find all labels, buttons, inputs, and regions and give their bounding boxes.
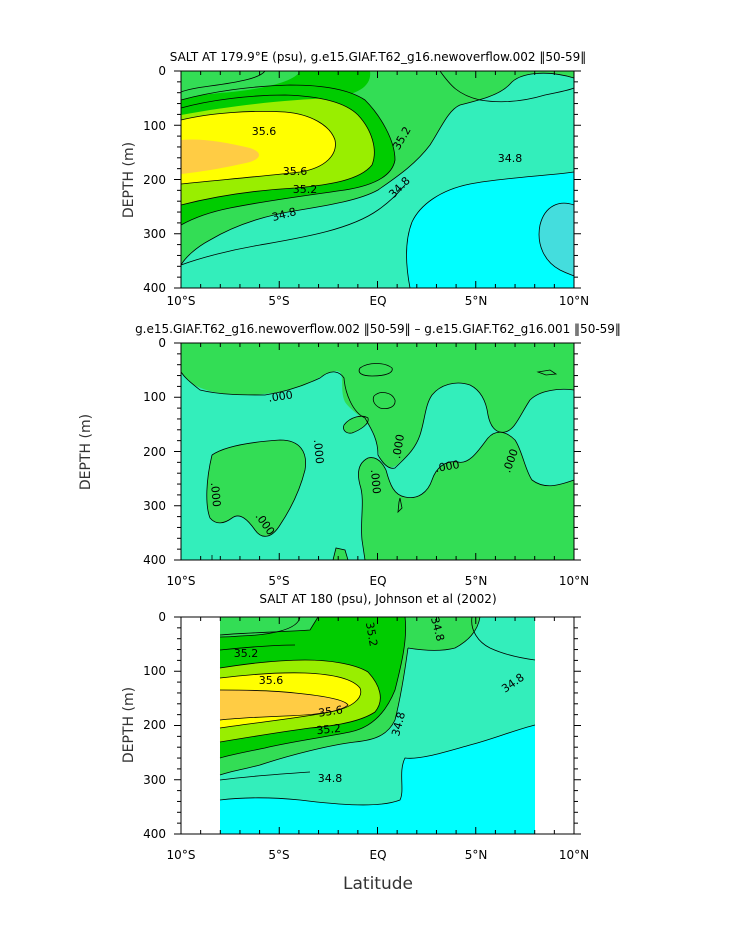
p2-label-000: .000: [311, 439, 326, 465]
p2-positive-left-blob: [206, 440, 306, 537]
p2-positive-small-1: [359, 363, 393, 376]
p2-ytick-label: 400: [143, 553, 166, 567]
p3-label-35.2-c: 35.2: [363, 621, 380, 647]
p2-label-000: .000: [208, 482, 223, 508]
p3-ytick-label: 300: [143, 773, 166, 787]
p1-label-35.6-a: 35.6: [252, 125, 277, 138]
p3-top-band: [220, 617, 300, 637]
p2-label-000: .000: [368, 469, 383, 495]
p1-ytick-label: 400: [143, 281, 166, 295]
p3-xtick-label: 5°S: [268, 848, 289, 862]
p1-label-34.8-a: 34.8: [498, 152, 523, 165]
p1-label-34.8-c: 34.8: [271, 205, 298, 224]
panel-1-contour-labels: 35.6 35.6 35.2 35.2 34.8 34.8 34.8: [252, 124, 523, 224]
panel-1-contour-lines: [180, 70, 575, 289]
panel-3-ylabel: DEPTH (m): [121, 687, 137, 763]
p1-xtick-label: 5°N: [465, 294, 488, 308]
p2-ytick-label: 300: [143, 499, 166, 513]
p2-xtick-label: 10°N: [559, 574, 589, 588]
panel-2-salinity-difference: g.e15.GIAF.T62_g16.newoverflow.002 ‖50-5…: [78, 322, 621, 588]
p2-positive-bottom: [358, 432, 574, 560]
p3-label-35.2-a: 35.2: [234, 647, 259, 660]
panel-3-fill: [220, 617, 535, 834]
p2-xtick-label: 5°N: [465, 574, 488, 588]
panel-3-salinity-observed: SALT AT 180 (psu), Johnson et al (2002): [121, 592, 589, 862]
panel-1-axes: 10°S 5°S EQ 5°N 10°N 0 100 200 300 400: [143, 64, 589, 308]
p3-band-36.8-high: [220, 690, 348, 720]
panel-2-axes: 10°S 5°S EQ 5°N 10°N 0 100 200 300 400: [143, 336, 589, 588]
panel-2-ylabel: DEPTH (m): [78, 414, 94, 490]
p3-label-34.8-a: 34.8: [428, 616, 447, 643]
p1-ytick-label: 100: [143, 119, 166, 133]
p1-deep-blob: [539, 203, 574, 276]
p1-xtick-label: EQ: [369, 294, 386, 308]
p3-ytick-label: 0: [158, 610, 166, 624]
panel-1-salinity-model: SALT AT 179.9°E (psu), g.e15.GIAF.T62_g1…: [121, 50, 589, 308]
p1-ytick-label: 300: [143, 227, 166, 241]
panel-3-contour-labels: 35.2 35.6 35.6 35.2 35.2 34.8 34.8 34.8 …: [234, 616, 527, 785]
p2-xtick-label: EQ: [369, 574, 386, 588]
p3-ytick-label: 100: [143, 664, 166, 678]
p3-label-35.2-b: 35.2: [316, 722, 342, 737]
p3-xtick-label: EQ: [369, 848, 386, 862]
p3-label-34.8-d: 34.8: [318, 772, 343, 785]
p3-ytick-label: 400: [143, 827, 166, 841]
p1-ytick-label: 0: [158, 64, 166, 78]
panel-3-contour-lines: [219, 616, 536, 806]
p2-xtick-label: 5°S: [268, 574, 289, 588]
p1-xtick-label: 10°S: [167, 294, 196, 308]
panel-1-title: SALT AT 179.9°E (psu), g.e15.GIAF.T62_g1…: [170, 50, 586, 64]
p1-blob-right: [181, 71, 265, 92]
p2-label-000: .000: [267, 388, 293, 404]
panel-3-title: SALT AT 180 (psu), Johnson et al (2002): [259, 592, 496, 606]
p2-label-000: .000: [390, 433, 407, 459]
p2-positive-small-2: [373, 392, 396, 409]
p1-band-36.8-high: [181, 139, 259, 174]
p2-positive-bottom-left: [333, 548, 348, 560]
p2-ytick-label: 100: [143, 390, 166, 404]
p3-xtick-label: 10°N: [559, 848, 589, 862]
p2-xtick-label: 10°S: [167, 574, 196, 588]
panel-1-ylabel: DEPTH (m): [121, 142, 137, 218]
p3-ytick-label: 200: [143, 718, 166, 732]
panel-1-fill: [181, 71, 574, 288]
panel-3-axes: 10°S 5°S EQ 5°N 10°N 0 100 200 300 400: [143, 610, 589, 862]
p2-positive-small-3: [343, 416, 369, 434]
p2-ytick-label: 200: [143, 445, 166, 459]
figure-xlabel: Latitude: [343, 874, 413, 894]
p2-label-000: .000: [434, 458, 460, 475]
p1-ytick-label: 200: [143, 173, 166, 187]
p1-label-35.6-b: 35.6: [283, 165, 308, 178]
panel-2-contour-lines: [180, 363, 575, 561]
p3-xtick-label: 5°N: [465, 848, 488, 862]
p3-xtick-label: 10°S: [167, 848, 196, 862]
p3-label-35.6-a: 35.6: [259, 674, 284, 687]
p1-xtick-label: 5°S: [268, 294, 289, 308]
p1-xtick-label: 10°N: [559, 294, 589, 308]
p1-label-35.2-b: 35.2: [293, 183, 318, 196]
p2-ytick-label: 0: [158, 336, 166, 350]
p3-label-35.6-b: 35.6: [317, 703, 343, 719]
panel-2-title: g.e15.GIAF.T62_g16.newoverflow.002 ‖50-5…: [135, 322, 621, 336]
p3-label-34.8-c: 34.8: [389, 711, 408, 738]
